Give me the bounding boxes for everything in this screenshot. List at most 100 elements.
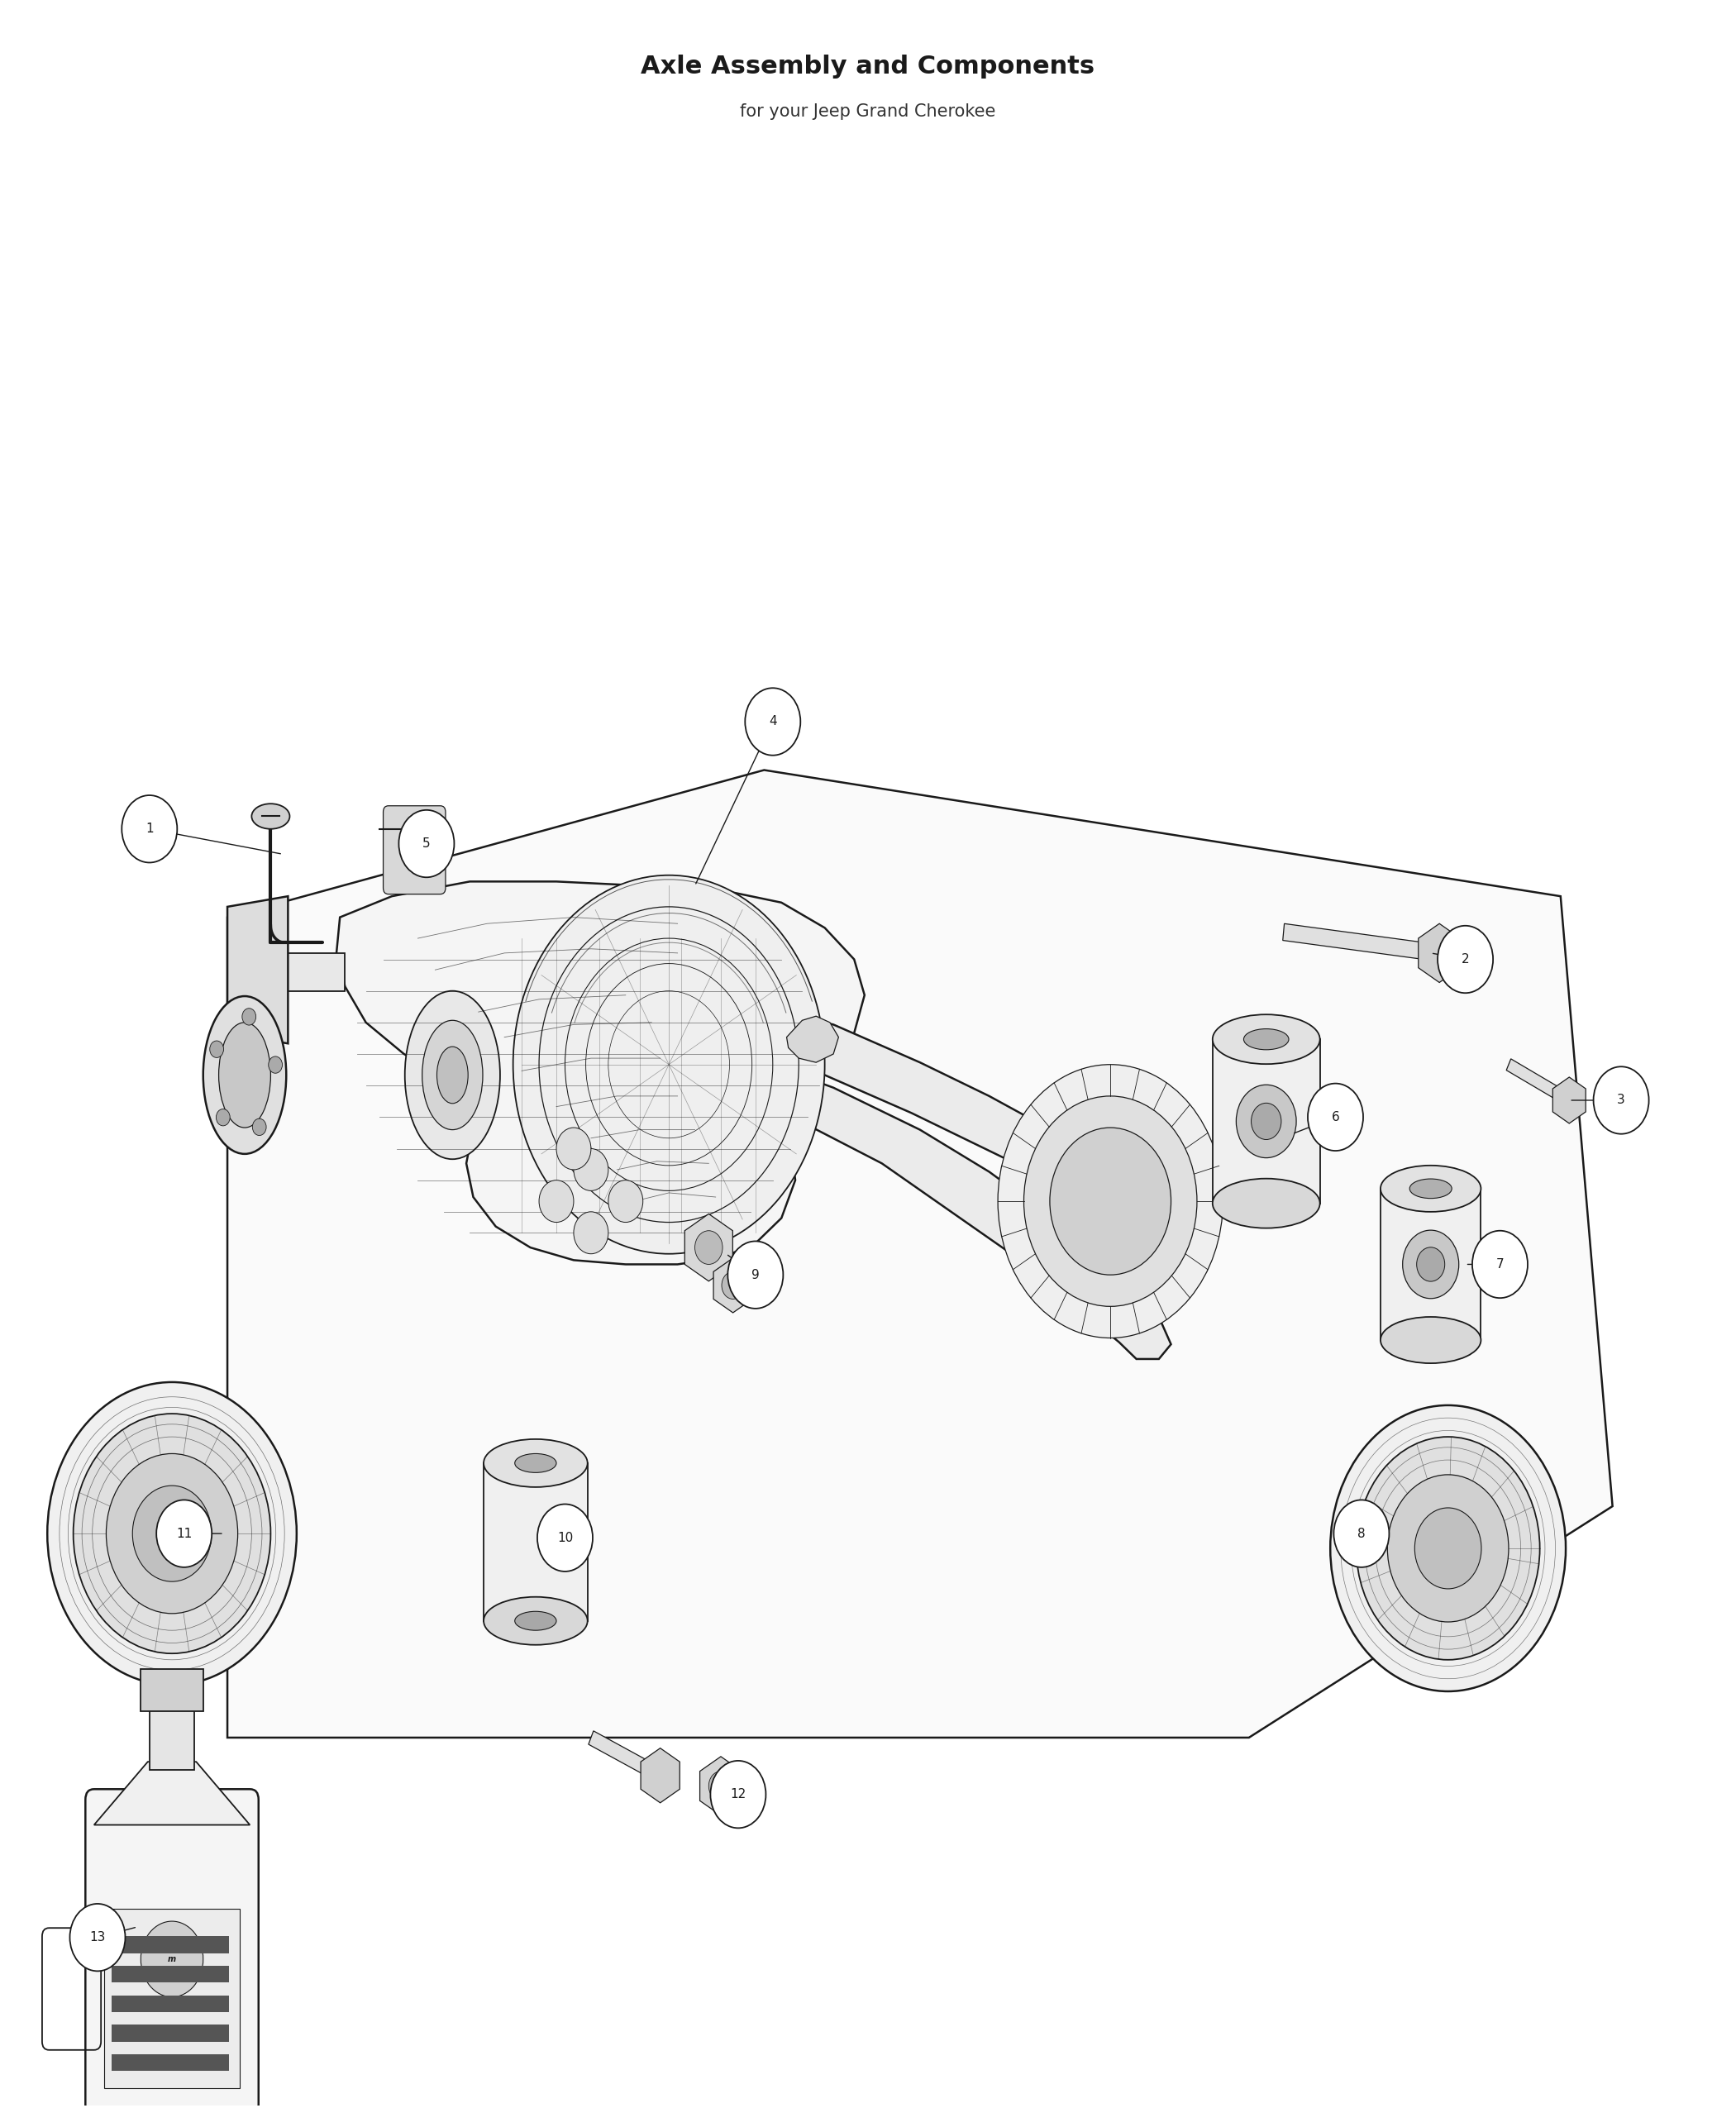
Polygon shape <box>641 1748 681 1802</box>
Ellipse shape <box>484 1440 587 1486</box>
Text: 4: 4 <box>769 715 776 727</box>
Circle shape <box>1594 1067 1649 1134</box>
Bar <box>111 2053 229 2070</box>
Circle shape <box>1417 1248 1444 1282</box>
Circle shape <box>514 875 825 1254</box>
Circle shape <box>1356 1438 1540 1659</box>
Text: 6: 6 <box>1332 1111 1340 1124</box>
Circle shape <box>1472 1231 1528 1299</box>
Circle shape <box>1024 1096 1196 1307</box>
Ellipse shape <box>1380 1166 1481 1212</box>
Circle shape <box>122 795 177 862</box>
Ellipse shape <box>203 997 286 1153</box>
Polygon shape <box>781 1016 1167 1218</box>
Text: 5: 5 <box>422 837 431 850</box>
Ellipse shape <box>516 1611 556 1629</box>
Circle shape <box>1252 1102 1281 1140</box>
Text: 9: 9 <box>752 1269 759 1282</box>
Text: 10: 10 <box>557 1533 573 1543</box>
Polygon shape <box>227 769 1613 1737</box>
Ellipse shape <box>516 1455 556 1473</box>
Polygon shape <box>713 1258 752 1313</box>
Bar <box>484 1463 587 1621</box>
Polygon shape <box>786 1016 838 1062</box>
Circle shape <box>132 1486 212 1581</box>
Polygon shape <box>94 1762 250 1826</box>
Polygon shape <box>684 1214 733 1282</box>
Ellipse shape <box>1410 1178 1451 1197</box>
Bar <box>104 1910 240 2087</box>
Circle shape <box>540 1180 573 1223</box>
Circle shape <box>73 1414 271 1653</box>
Circle shape <box>141 1920 203 1996</box>
Bar <box>141 1670 203 1712</box>
Text: 8: 8 <box>1358 1528 1366 1539</box>
Polygon shape <box>337 881 865 1265</box>
Text: 3: 3 <box>1618 1094 1625 1107</box>
Circle shape <box>694 1231 722 1265</box>
Text: m: m <box>168 1954 175 1963</box>
Circle shape <box>556 1128 590 1170</box>
Circle shape <box>252 1119 266 1136</box>
Ellipse shape <box>1380 1318 1481 1364</box>
Circle shape <box>1333 1501 1389 1566</box>
Circle shape <box>727 1242 783 1309</box>
Text: 13: 13 <box>90 1931 106 1944</box>
Circle shape <box>1307 1084 1363 1151</box>
Polygon shape <box>589 1731 663 1781</box>
Ellipse shape <box>404 991 500 1159</box>
Polygon shape <box>1552 1077 1585 1124</box>
Bar <box>1212 1039 1319 1204</box>
Ellipse shape <box>1243 1029 1288 1050</box>
Circle shape <box>156 1501 212 1566</box>
Text: for your Jeep Grand Cherokee: for your Jeep Grand Cherokee <box>740 103 996 120</box>
Ellipse shape <box>1212 1014 1319 1065</box>
Text: Axle Assembly and Components: Axle Assembly and Components <box>641 55 1095 78</box>
Circle shape <box>106 1455 238 1613</box>
Polygon shape <box>1507 1058 1571 1107</box>
Circle shape <box>241 1008 255 1024</box>
Circle shape <box>710 1760 766 1828</box>
Circle shape <box>538 1505 592 1570</box>
Circle shape <box>269 1056 283 1073</box>
Circle shape <box>573 1212 608 1254</box>
Circle shape <box>708 1771 733 1800</box>
Polygon shape <box>778 1075 1172 1360</box>
Text: 11: 11 <box>175 1528 193 1539</box>
Ellipse shape <box>422 1020 483 1130</box>
Circle shape <box>1236 1086 1297 1157</box>
Text: 1: 1 <box>146 822 153 835</box>
Circle shape <box>1050 1128 1172 1275</box>
Polygon shape <box>1125 1164 1210 1244</box>
Polygon shape <box>227 953 345 991</box>
Circle shape <box>573 1149 608 1191</box>
Ellipse shape <box>437 1048 469 1102</box>
Circle shape <box>69 1904 125 1971</box>
Polygon shape <box>1418 923 1460 982</box>
Circle shape <box>998 1065 1222 1339</box>
Bar <box>111 1967 229 1984</box>
Circle shape <box>1437 925 1493 993</box>
FancyBboxPatch shape <box>85 1790 259 2108</box>
Ellipse shape <box>252 803 290 828</box>
Bar <box>111 1937 229 1954</box>
FancyBboxPatch shape <box>384 805 446 894</box>
Circle shape <box>745 687 800 755</box>
Bar <box>111 2024 229 2041</box>
Circle shape <box>1330 1406 1566 1691</box>
Circle shape <box>1387 1476 1509 1621</box>
Circle shape <box>47 1383 297 1684</box>
Circle shape <box>608 1180 642 1223</box>
Polygon shape <box>227 896 288 1043</box>
Text: 7: 7 <box>1496 1258 1503 1271</box>
Circle shape <box>399 809 455 877</box>
Polygon shape <box>700 1756 741 1815</box>
Bar <box>111 1996 229 2013</box>
Circle shape <box>1415 1507 1481 1589</box>
Ellipse shape <box>219 1022 271 1128</box>
Polygon shape <box>1283 923 1441 961</box>
Text: 12: 12 <box>731 1788 746 1800</box>
Circle shape <box>210 1041 224 1058</box>
Bar <box>149 1703 194 1771</box>
Circle shape <box>722 1271 745 1299</box>
